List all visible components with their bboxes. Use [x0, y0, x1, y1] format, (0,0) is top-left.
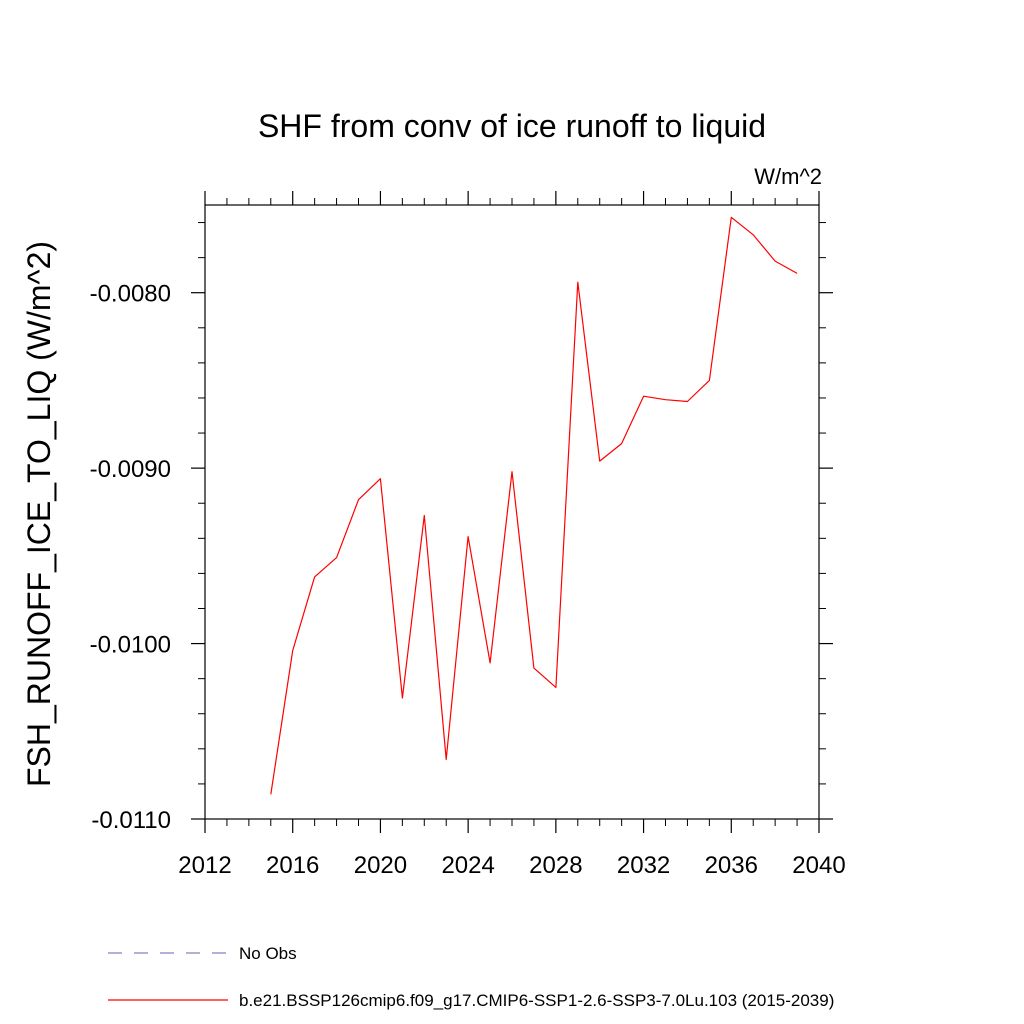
- legend-label: b.e21.BSSP126cmip6.f09_g17.CMIP6-SSP1-2.…: [239, 991, 834, 1010]
- x-tick-label: 2016: [266, 852, 319, 879]
- x-tick-label: 2012: [178, 852, 231, 879]
- x-tick-label: 2032: [617, 852, 670, 879]
- series-line: [270, 216, 798, 795]
- x-tick-label: 2020: [354, 852, 407, 879]
- x-tick-label: 2040: [792, 852, 845, 879]
- chart-title: SHF from conv of ice runoff to liquid: [258, 108, 766, 144]
- y-tick-label: -0.0110: [91, 807, 171, 834]
- x-tick-label: 2024: [441, 852, 494, 879]
- y-tick-label: -0.0090: [90, 456, 171, 483]
- x-tick-label: 2028: [529, 852, 582, 879]
- legend-label: No Obs: [239, 944, 297, 963]
- y-axis-label: FSH_RUNOFF_ICE_TO_LIQ (W/m^2): [21, 241, 57, 787]
- plot-frame: [204, 204, 820, 820]
- y-tick-label: -0.0080: [90, 281, 171, 308]
- units-label: W/m^2: [754, 164, 822, 189]
- x-tick-label: 2036: [705, 852, 758, 879]
- y-tick-label: -0.0100: [90, 632, 171, 659]
